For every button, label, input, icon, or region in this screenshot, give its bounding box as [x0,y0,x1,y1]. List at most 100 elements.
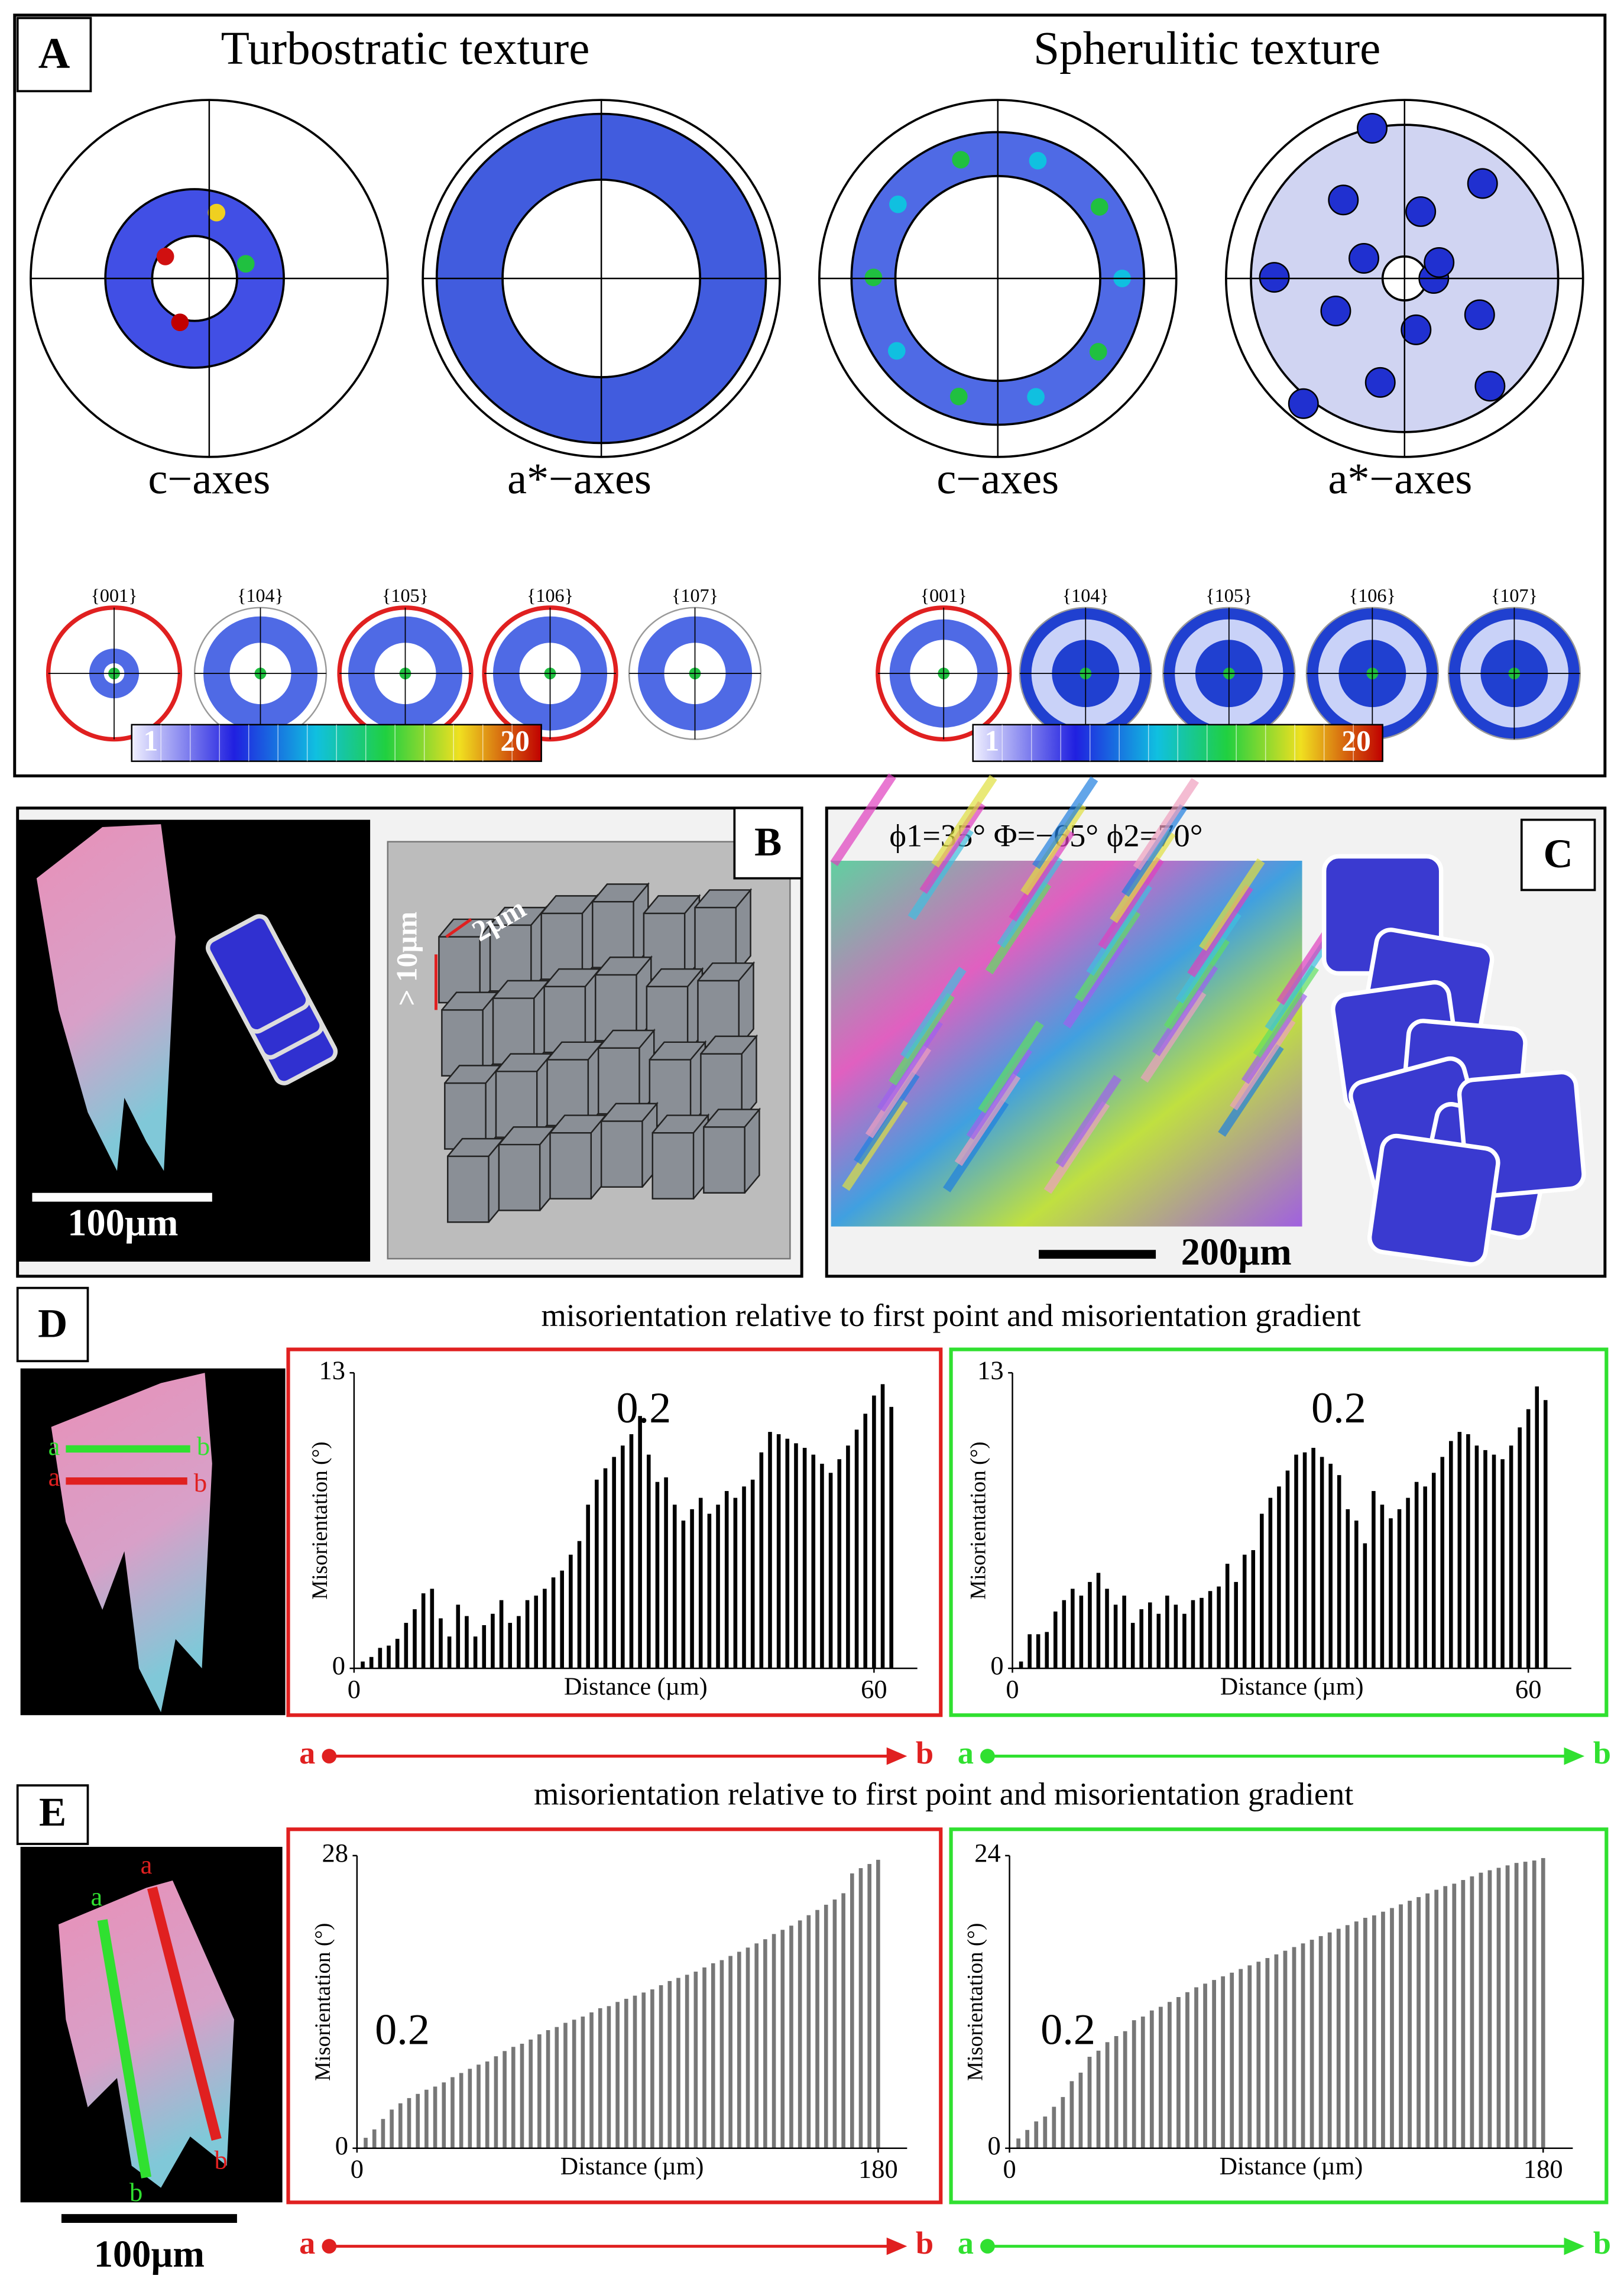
block [441,990,500,1077]
bar [876,1859,880,2148]
bar [361,1661,365,1669]
bar [598,2008,602,2148]
y-tick-label: 24 [974,1838,1001,1868]
grain [1020,802,1087,896]
end-label: b [197,1431,210,1461]
bar [806,1915,811,2148]
block [651,1113,710,1200]
grain [854,1072,920,1165]
bar [1130,1623,1135,1669]
grain [877,1019,943,1112]
bar [491,1613,495,1669]
grain [966,1047,1032,1140]
bar [685,1975,689,2148]
bar [1283,1950,1288,2148]
end-label: b [916,1735,933,1771]
density-spot [887,342,906,360]
bar [1389,1518,1393,1669]
bar [1285,1470,1290,1669]
bar [1523,1862,1528,2148]
bar [459,2073,463,2148]
bar [607,2006,611,2148]
grain [1230,1017,1296,1111]
bar [456,1604,461,1669]
bar [872,1395,876,1669]
bar [798,1920,802,2148]
bar [482,1625,487,1669]
bar [638,1416,642,1669]
bar [424,2089,429,2148]
bar [641,1992,646,2148]
bar [815,1910,819,2148]
bar [508,1623,513,1669]
grain [954,1073,1021,1166]
grain [1055,1075,1121,1168]
bar [1185,1992,1189,2148]
arrow [445,918,472,938]
plane-label: {104} [237,585,284,606]
grain [1218,1044,1284,1137]
x-tick-label: 60 [861,1674,887,1704]
bar [742,1486,746,1669]
density-spot [1029,151,1047,170]
block [444,1063,503,1150]
bar [1461,1880,1466,2148]
bar [398,2103,403,2148]
grain [907,827,974,920]
x-axis-label: Distance (µm) [564,1673,708,1700]
end-label: a [48,1431,60,1461]
bar [390,2109,394,2148]
bar [1425,1893,1430,2148]
bar [1096,2050,1101,2148]
bar [1328,1463,1333,1669]
chart: 0 13 0 60 Misorientation (°) Distance (µm) 0.2 [286,1347,943,1717]
bar [1311,1448,1315,1669]
density-spot [156,248,174,265]
bar [776,1434,781,1669]
bar [465,1616,469,1669]
bar [811,1454,816,1669]
bar [407,2098,411,2148]
density-spot [236,255,255,273]
end-label: b [129,2177,142,2207]
density-spot [171,313,189,332]
bar [681,1521,686,1669]
x-tick-label: 0 [351,2154,364,2184]
bar [378,1648,383,1669]
bar [624,1998,628,2148]
bar [612,1457,616,1669]
grain [931,774,997,868]
bar [724,1491,729,1669]
bar [1541,1858,1545,2148]
bar [1260,1513,1264,1669]
block [540,893,599,980]
plane-label: {105} [1205,585,1252,606]
plane-label: {107} [672,585,718,606]
bar [1078,2072,1083,2148]
bar [854,1429,859,1669]
fiber [58,1880,234,2188]
x-tick-label: 60 [1515,1674,1542,1704]
grain [1187,884,1253,978]
annotation: 0.2 [1040,2006,1095,2054]
bar [802,1448,807,1669]
density-spot [1089,343,1107,361]
label-box [16,1286,89,1363]
bar [707,1513,712,1669]
pole-figures: c−axes a*−axes c−axes a*−axes {001} {104} {105… [30,99,1584,762]
ebsd-texture [830,773,1343,1194]
grain [1032,776,1098,869]
y-tick-label: 28 [322,1838,348,1868]
bar [1182,1613,1187,1669]
bar [615,2002,620,2148]
axis-caption: c−axes [936,455,1059,503]
grain [1175,910,1241,1004]
grain [1086,883,1152,976]
bar [1191,1600,1195,1669]
x-tick-label: 0 [348,1674,361,1704]
bar [1105,2042,1110,2148]
profile-line [147,1886,222,2141]
bar [1390,1908,1394,2148]
scale-label: 200µm [1181,1231,1292,1273]
